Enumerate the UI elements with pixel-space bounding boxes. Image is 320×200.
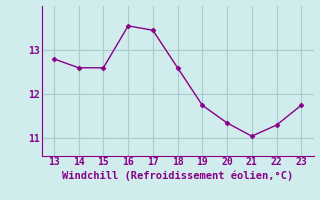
X-axis label: Windchill (Refroidissement éolien,°C): Windchill (Refroidissement éolien,°C) xyxy=(62,170,293,181)
